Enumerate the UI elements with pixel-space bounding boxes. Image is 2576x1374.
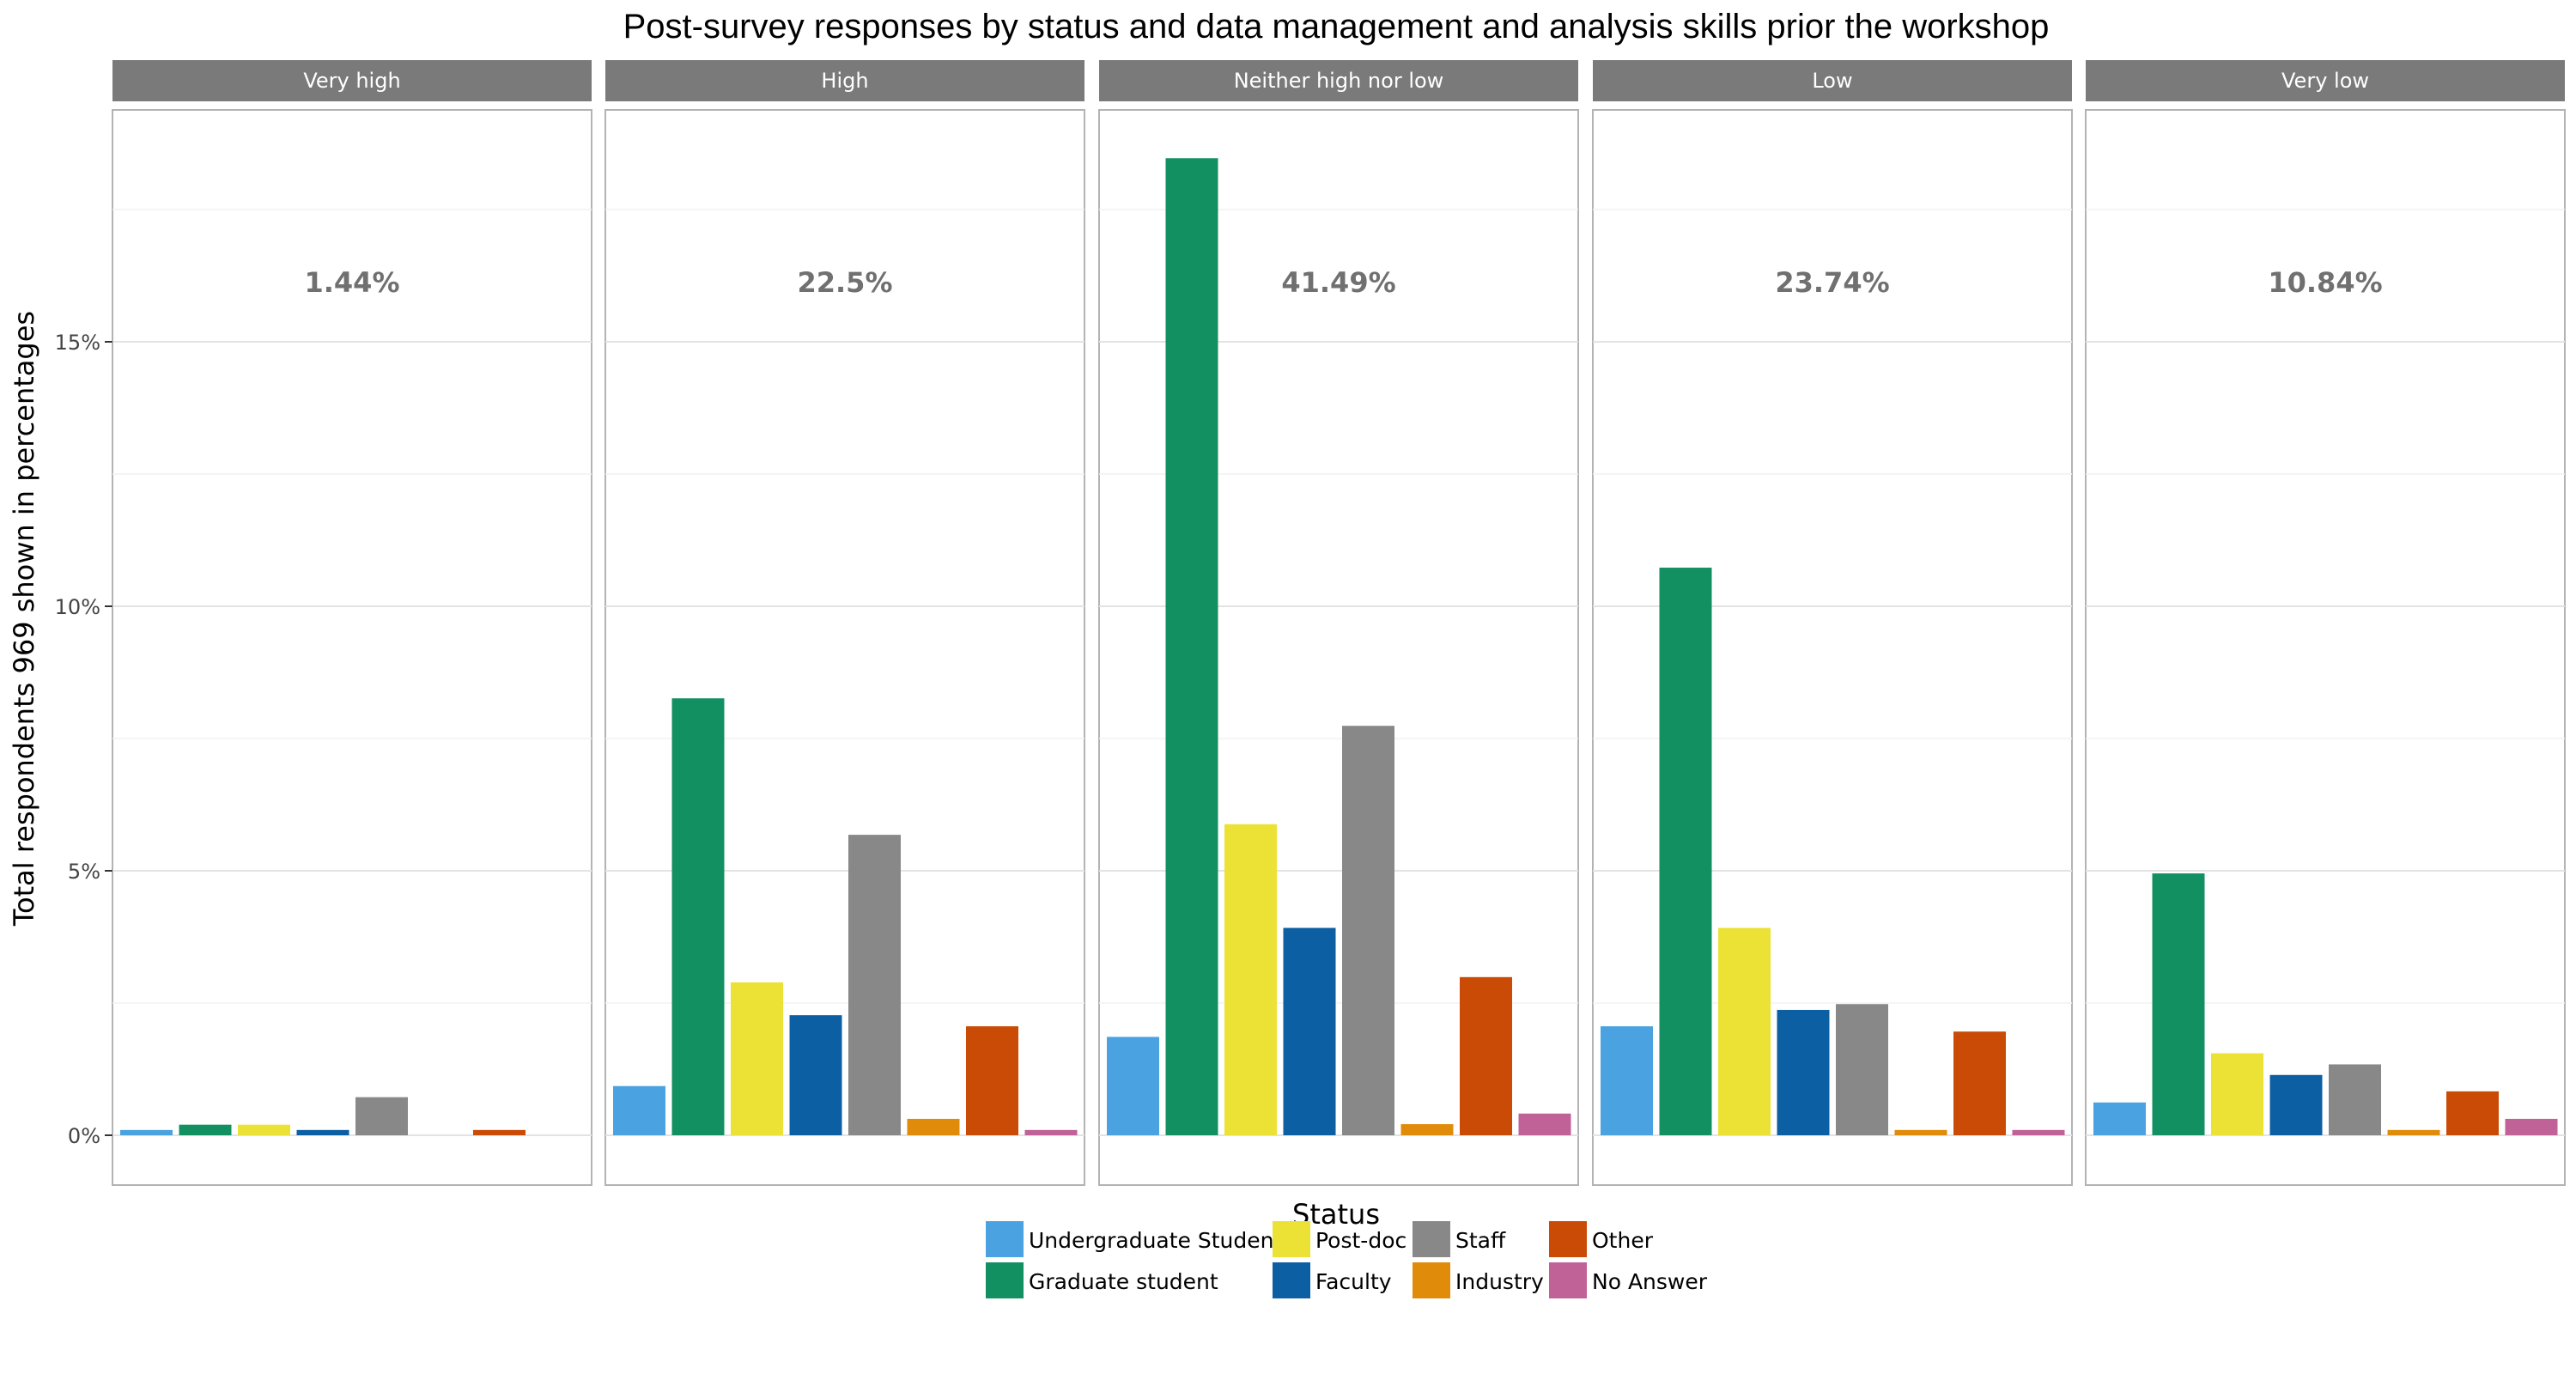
- bar-staff: [2329, 1064, 2381, 1135]
- legend-swatch: [1549, 1262, 1587, 1298]
- y-tick-label: 15%: [55, 331, 100, 355]
- y-tick-label: 5%: [68, 860, 100, 884]
- bar-faculty: [296, 1129, 349, 1135]
- facet-strip: [2086, 60, 2565, 101]
- facet-strip-label: Very low: [2281, 69, 2369, 93]
- legend-item-other: Other: [1549, 1221, 1654, 1257]
- y-axis-title: Total respondents 969 shown in percentag…: [8, 311, 40, 927]
- bar-other: [1460, 976, 1512, 1135]
- bar-other: [473, 1129, 526, 1135]
- panel-total-label: 10.84%: [2268, 266, 2382, 299]
- legend-label: Industry: [1455, 1269, 1544, 1294]
- facet-strip-label: Very high: [303, 69, 400, 93]
- facet-panels: Very high 1.44% High 22.5% Neither high nor …: [112, 60, 2566, 1186]
- bar-industry: [1400, 1124, 1454, 1135]
- panel-total-label: 1.44%: [304, 266, 399, 299]
- bar-undergraduate-student: [1107, 1037, 1159, 1135]
- legend-swatch: [986, 1262, 1024, 1298]
- bar-graduate-student: [671, 698, 725, 1135]
- bar-no-answer: [2505, 1118, 2558, 1135]
- legend-label: Post-doc: [1315, 1228, 1406, 1253]
- legend-item-staff: Staff: [1413, 1221, 1506, 1257]
- legend-label: Faculty: [1315, 1269, 1392, 1294]
- bar-undergraduate-student: [2093, 1102, 2146, 1135]
- bar-undergraduate-student: [1601, 1026, 1653, 1135]
- bar-industry: [1894, 1129, 1947, 1135]
- bar-post-doc: [238, 1124, 290, 1135]
- bar-undergraduate-student: [120, 1129, 173, 1135]
- y-tick-label: 0%: [68, 1124, 100, 1148]
- legend-item-no-answer: No Answer: [1549, 1262, 1708, 1298]
- legend-swatch: [1413, 1262, 1450, 1298]
- legend-label: Undergraduate Student: [1029, 1228, 1282, 1253]
- legend-item-industry: Industry: [1413, 1262, 1544, 1298]
- facet-strip-label: Low: [1812, 69, 1852, 93]
- facet-panel-very-low: Very low 10.84%: [2085, 60, 2566, 1186]
- y-axis: 0% 5% 10% 15%: [55, 331, 112, 1148]
- legend-label: Staff: [1455, 1228, 1506, 1253]
- bar-industry: [907, 1118, 960, 1135]
- legend-label: Other: [1592, 1228, 1654, 1253]
- facet-strip-label: High: [821, 69, 868, 93]
- bar-post-doc: [2211, 1053, 2263, 1135]
- facet-panel-high: High 22.5%: [605, 60, 1085, 1186]
- bar-post-doc: [731, 982, 783, 1135]
- bar-faculty: [789, 1015, 842, 1135]
- facet-strip: [112, 60, 592, 101]
- y-tick-label: 10%: [55, 595, 100, 619]
- bar-post-doc: [1224, 824, 1277, 1135]
- facet-strip-label: Neither high nor low: [1234, 69, 1444, 93]
- legend: Undergraduate Student Graduate student Pos…: [986, 1221, 1708, 1298]
- bar-industry: [2387, 1129, 2440, 1135]
- bar-staff: [355, 1097, 408, 1135]
- panel-total-label: 23.74%: [1775, 266, 1889, 299]
- legend-swatch: [1273, 1221, 1310, 1257]
- bar-faculty: [2269, 1074, 2323, 1135]
- bar-no-answer: [2012, 1129, 2065, 1135]
- legend-swatch: [1549, 1221, 1587, 1257]
- bar-graduate-student: [2152, 873, 2205, 1135]
- chart-title: Post-survey responses by status and data…: [623, 8, 2050, 46]
- bar-no-answer: [1518, 1113, 1571, 1135]
- bar-undergraduate-student: [613, 1085, 665, 1135]
- bar-staff: [1836, 1004, 1888, 1135]
- legend-item-undergraduate-student: Undergraduate Student: [986, 1221, 1282, 1257]
- panel-total-label: 22.5%: [797, 266, 892, 299]
- bar-graduate-student: [1165, 158, 1218, 1135]
- facet-panel-low: Low 23.74%: [1592, 60, 2073, 1186]
- legend-label: No Answer: [1592, 1269, 1708, 1294]
- bar-staff: [848, 835, 901, 1135]
- legend-swatch: [986, 1221, 1024, 1257]
- bar-faculty: [1283, 927, 1336, 1135]
- bar-other: [966, 1026, 1018, 1135]
- facet-strip: [1593, 60, 2072, 101]
- panel-total-label: 41.49%: [1281, 266, 1395, 299]
- legend-item-faculty: Faculty: [1273, 1262, 1392, 1298]
- facet-strip: [605, 60, 1084, 101]
- bar-other: [2446, 1091, 2499, 1135]
- facet-panel-very-high: Very high 1.44%: [112, 60, 592, 1186]
- bar-graduate-student: [1659, 568, 1712, 1135]
- bar-post-doc: [1718, 927, 1771, 1135]
- facet-panel-neither-high-nor-low: Neither high nor low 41.49%: [1098, 60, 1579, 1186]
- legend-item-graduate-student: Graduate student: [986, 1262, 1218, 1298]
- bar-other: [1953, 1031, 2006, 1135]
- legend-swatch: [1413, 1221, 1450, 1257]
- bar-faculty: [1777, 1010, 1830, 1135]
- panel-border: [112, 109, 592, 1186]
- legend-swatch: [1273, 1262, 1310, 1298]
- bar-graduate-student: [179, 1124, 232, 1135]
- legend-item-post-doc: Post-doc: [1273, 1221, 1406, 1257]
- legend-label: Graduate student: [1029, 1269, 1218, 1294]
- bar-no-answer: [1024, 1129, 1078, 1135]
- facet-strip: [1099, 60, 1578, 101]
- bar-staff: [1342, 726, 1394, 1135]
